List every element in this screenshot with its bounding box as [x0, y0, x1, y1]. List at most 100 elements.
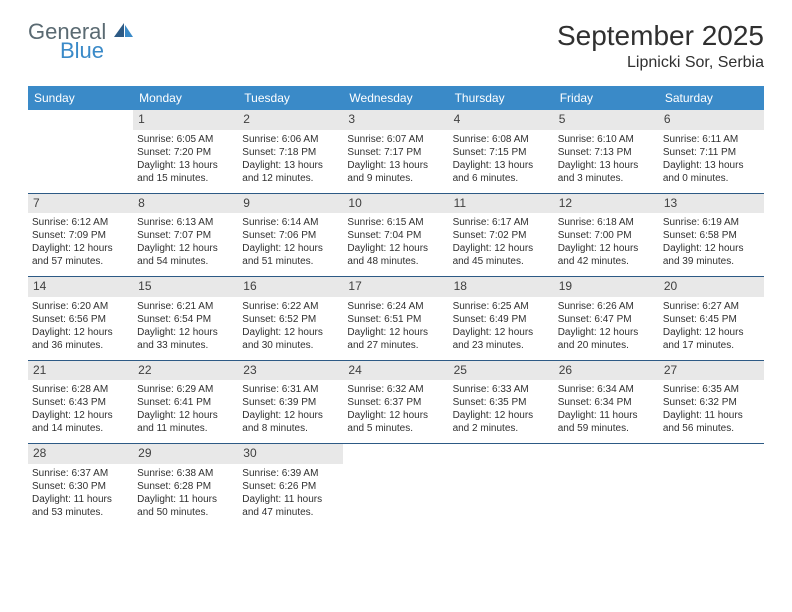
- sunset-text: Sunset: 6:43 PM: [32, 396, 129, 409]
- weeks-container: 1Sunrise: 6:05 AMSunset: 7:20 PMDaylight…: [28, 110, 764, 527]
- week-row: 14Sunrise: 6:20 AMSunset: 6:56 PMDayligh…: [28, 277, 764, 361]
- sunset-text: Sunset: 6:49 PM: [453, 313, 550, 326]
- dow-friday: Friday: [554, 86, 659, 110]
- day-cell: 10Sunrise: 6:15 AMSunset: 7:04 PMDayligh…: [343, 194, 448, 277]
- daylight-text: Daylight: 13 hours and 15 minutes.: [137, 159, 234, 185]
- dow-thursday: Thursday: [449, 86, 554, 110]
- sunset-text: Sunset: 6:58 PM: [663, 229, 760, 242]
- sunset-text: Sunset: 6:39 PM: [242, 396, 339, 409]
- day-number: 30: [238, 444, 343, 464]
- day-number: 18: [449, 277, 554, 297]
- location: Lipnicki Sor, Serbia: [557, 54, 764, 72]
- day-cell: 18 Sunrise: 6:25 AMSunset: 6:49 PMDayligh…: [449, 277, 554, 360]
- daylight-text: Daylight: 12 hours and 20 minutes.: [558, 326, 655, 352]
- sunset-text: Sunset: 7:20 PM: [137, 146, 234, 159]
- day-cell: 2 Sunrise: 6:06 AMSunset: 7:18 PMDaylight…: [238, 110, 343, 193]
- sunset-text: Sunset: 7:06 PM: [242, 229, 339, 242]
- sunrise-text: Sunrise: 6:19 AM: [663, 216, 760, 229]
- sunrise-text: Sunrise: 6:25 AM: [453, 300, 550, 313]
- day-cell: 12Sunrise: 6:18 AMSunset: 7:00 PMDayligh…: [554, 194, 659, 277]
- day-cell: [28, 110, 133, 193]
- day-cell: [343, 444, 448, 527]
- day-number: 9: [238, 194, 343, 214]
- daylight-text: Daylight: 13 hours and 6 minutes.: [453, 159, 550, 185]
- day-cell: [659, 444, 764, 527]
- sunrise-text: Sunrise: 6:33 AM: [453, 383, 550, 396]
- day-number: 1: [133, 110, 238, 130]
- dow-monday: Monday: [133, 86, 238, 110]
- daylight-text: Daylight: 12 hours and 23 minutes.: [453, 326, 550, 352]
- sunrise-text: Sunrise: 6:07 AM: [347, 133, 444, 146]
- day-cell: 26Sunrise: 6:34 AMSunset: 6:34 PMDayligh…: [554, 361, 659, 444]
- sunset-text: Sunset: 7:00 PM: [558, 229, 655, 242]
- day-cell: 15Sunrise: 6:21 AMSunset: 6:54 PMDayligh…: [133, 277, 238, 360]
- sunset-text: Sunset: 6:41 PM: [137, 396, 234, 409]
- day-number: 22: [133, 361, 238, 381]
- sunset-text: Sunset: 7:09 PM: [32, 229, 129, 242]
- dow-saturday: Saturday: [659, 86, 764, 110]
- sunset-text: Sunset: 6:34 PM: [558, 396, 655, 409]
- daylight-text: Daylight: 12 hours and 2 minutes.: [453, 409, 550, 435]
- sunrise-text: Sunrise: 6:20 AM: [32, 300, 129, 313]
- sunset-text: Sunset: 6:28 PM: [137, 480, 234, 493]
- day-cell: 1Sunrise: 6:05 AMSunset: 7:20 PMDaylight…: [133, 110, 238, 193]
- sunrise-text: Sunrise: 6:29 AM: [137, 383, 234, 396]
- day-number: 29: [133, 444, 238, 464]
- day-cell: 5Sunrise: 6:10 AMSunset: 7:13 PMDaylight…: [554, 110, 659, 193]
- sunrise-text: Sunrise: 6:15 AM: [347, 216, 444, 229]
- sunset-text: Sunset: 7:13 PM: [558, 146, 655, 159]
- daylight-text: Daylight: 12 hours and 36 minutes.: [32, 326, 129, 352]
- day-number: 26: [554, 361, 659, 381]
- day-of-week-header: Sunday Monday Tuesday Wednesday Thursday…: [28, 86, 764, 110]
- daylight-text: Daylight: 12 hours and 39 minutes.: [663, 242, 760, 268]
- sunrise-text: Sunrise: 6:38 AM: [137, 467, 234, 480]
- day-cell: 14Sunrise: 6:20 AMSunset: 6:56 PMDayligh…: [28, 277, 133, 360]
- sunset-text: Sunset: 6:45 PM: [663, 313, 760, 326]
- day-cell: 17Sunrise: 6:24 AMSunset: 6:51 PMDayligh…: [343, 277, 448, 360]
- day-cell: 28Sunrise: 6:37 AMSunset: 6:30 PMDayligh…: [28, 444, 133, 527]
- daylight-text: Daylight: 12 hours and 57 minutes.: [32, 242, 129, 268]
- logo: General Blue: [28, 20, 134, 62]
- sunset-text: Sunset: 7:18 PM: [242, 146, 339, 159]
- sunrise-text: Sunrise: 6:14 AM: [242, 216, 339, 229]
- logo-sail-icon: [114, 19, 134, 44]
- sunrise-text: Sunrise: 6:13 AM: [137, 216, 234, 229]
- day-number: 4: [449, 110, 554, 130]
- week-row: 21Sunrise: 6:28 AMSunset: 6:43 PMDayligh…: [28, 361, 764, 445]
- day-cell: 29Sunrise: 6:38 AMSunset: 6:28 PMDayligh…: [133, 444, 238, 527]
- day-cell: 30Sunrise: 6:39 AMSunset: 6:26 PMDayligh…: [238, 444, 343, 527]
- sunset-text: Sunset: 6:37 PM: [347, 396, 444, 409]
- day-number: 10: [343, 194, 448, 214]
- sunrise-text: Sunrise: 6:39 AM: [242, 467, 339, 480]
- logo-text: General Blue: [28, 20, 134, 62]
- day-cell: 19Sunrise: 6:26 AMSunset: 6:47 PMDayligh…: [554, 277, 659, 360]
- day-number: 2: [238, 110, 343, 130]
- daylight-text: Daylight: 13 hours and 3 minutes.: [558, 159, 655, 185]
- day-number: 20: [659, 277, 764, 297]
- dow-wednesday: Wednesday: [343, 86, 448, 110]
- sunrise-text: Sunrise: 6:06 AM: [242, 133, 339, 146]
- daylight-text: Daylight: 12 hours and 33 minutes.: [137, 326, 234, 352]
- sunset-text: Sunset: 6:54 PM: [137, 313, 234, 326]
- daylight-text: Daylight: 12 hours and 51 minutes.: [242, 242, 339, 268]
- daylight-text: Daylight: 12 hours and 30 minutes.: [242, 326, 339, 352]
- sunset-text: Sunset: 7:07 PM: [137, 229, 234, 242]
- day-number: 25: [449, 361, 554, 381]
- daylight-text: Daylight: 13 hours and 9 minutes.: [347, 159, 444, 185]
- month-title: September 2025: [557, 20, 764, 52]
- sunrise-text: Sunrise: 6:21 AM: [137, 300, 234, 313]
- sunrise-text: Sunrise: 6:35 AM: [663, 383, 760, 396]
- daylight-text: Daylight: 11 hours and 56 minutes.: [663, 409, 760, 435]
- day-cell: 20Sunrise: 6:27 AMSunset: 6:45 PMDayligh…: [659, 277, 764, 360]
- day-cell: [449, 444, 554, 527]
- day-number: 17: [343, 277, 448, 297]
- daylight-text: Daylight: 13 hours and 12 minutes.: [242, 159, 339, 185]
- sunrise-text: Sunrise: 6:17 AM: [453, 216, 550, 229]
- daylight-text: Daylight: 11 hours and 59 minutes.: [558, 409, 655, 435]
- day-cell: 11Sunrise: 6:17 AMSunset: 7:02 PMDayligh…: [449, 194, 554, 277]
- daylight-text: Daylight: 12 hours and 48 minutes.: [347, 242, 444, 268]
- sunrise-text: Sunrise: 6:22 AM: [242, 300, 339, 313]
- daylight-text: Daylight: 12 hours and 17 minutes.: [663, 326, 760, 352]
- day-number: 23: [238, 361, 343, 381]
- day-cell: 24Sunrise: 6:32 AMSunset: 6:37 PMDayligh…: [343, 361, 448, 444]
